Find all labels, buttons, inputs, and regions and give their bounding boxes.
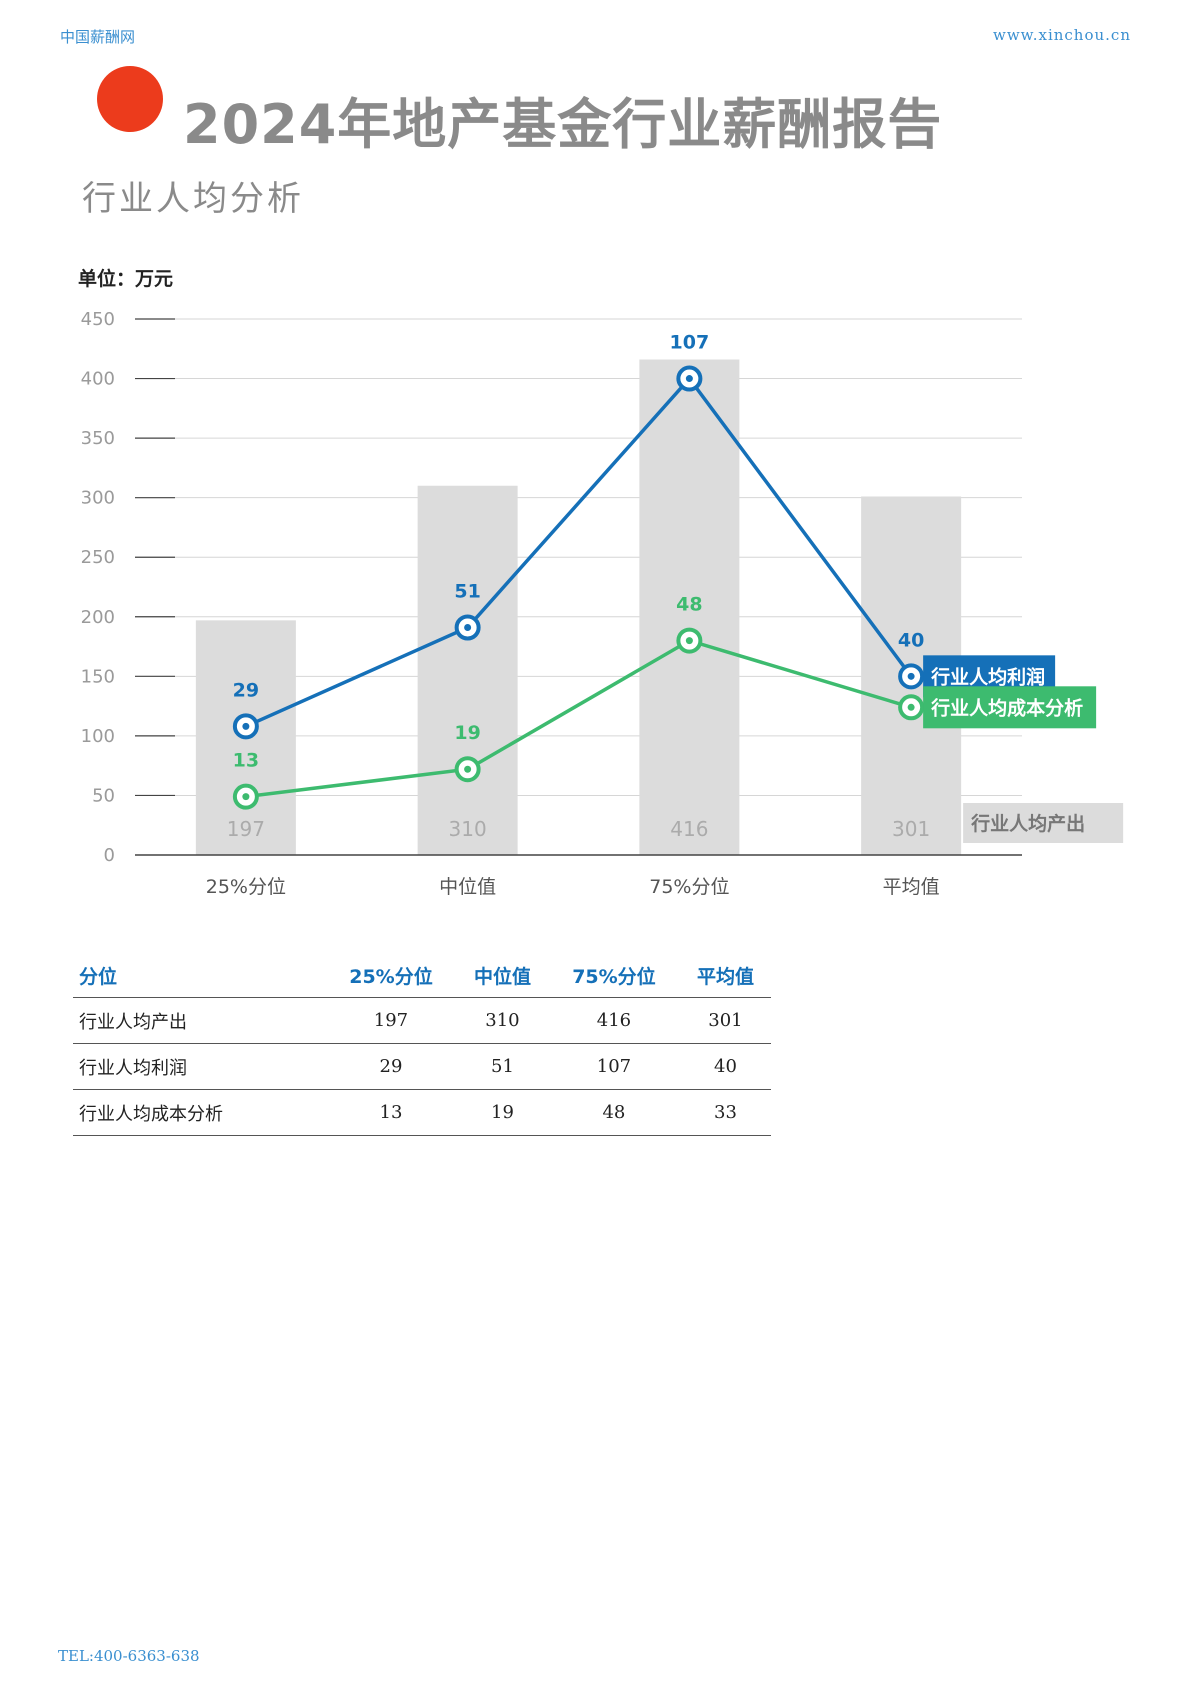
series-line (245, 638, 912, 799)
table-header: 75%分位 (547, 953, 680, 998)
table-cell: 行业人均产出 (73, 997, 325, 1044)
bar (417, 485, 518, 855)
bar-value-label: 310 (449, 817, 487, 841)
series-point-center (685, 375, 693, 383)
y-tick-label: 100 (81, 726, 115, 747)
table-row: 行业人均成本分析 13 19 48 33 (73, 1089, 771, 1136)
legend-label: 行业人均产出 (970, 812, 1085, 835)
table-cell: 48 (547, 1089, 680, 1136)
series-point-center (464, 765, 472, 773)
bar (639, 359, 740, 855)
table-cell: 107 (547, 1043, 680, 1090)
data-table: 分位 25%分位 中位值 75%分位 平均值 行业人均产出 197 310 41… (73, 953, 771, 1136)
table-cell: 416 (547, 997, 680, 1044)
x-tick-label: 中位值 (439, 876, 496, 898)
legend-label: 行业人均成本分析 (930, 696, 1083, 719)
series-point-center (242, 793, 250, 801)
table-cell: 19 (456, 1089, 548, 1136)
site-name: 中国薪酬网 (60, 28, 136, 46)
y-tick-label: 50 (92, 785, 115, 806)
table-row: 行业人均产出 197 310 416 301 (73, 997, 771, 1044)
data-label: 29 (233, 679, 259, 701)
x-tick-label: 平均值 (883, 876, 940, 898)
table-cell: 33 (679, 1089, 771, 1136)
x-tick-label: 25%分位 (206, 876, 286, 898)
section-subtitle: 行业人均分析 (82, 179, 304, 219)
table-cell: 197 (325, 997, 457, 1044)
table-cell: 301 (679, 997, 771, 1044)
table-header-row: 分位 25%分位 中位值 75%分位 平均值 (73, 953, 771, 998)
y-tick-label: 400 (81, 369, 115, 390)
unit-label: 单位：万元 (78, 268, 174, 290)
data-label: 13 (233, 750, 259, 772)
data-label: 51 (454, 580, 480, 602)
site-url[interactable]: www.xinchou.cn (992, 26, 1131, 44)
y-tick-label: 250 (81, 547, 115, 568)
table-cell: 行业人均成本分析 (73, 1089, 325, 1136)
table-cell: 40 (679, 1043, 771, 1090)
series-point-center (464, 623, 472, 631)
y-tick-label: 200 (81, 607, 115, 628)
series-point-center (242, 722, 250, 730)
table-header: 平均值 (679, 953, 771, 998)
bar-value-label: 301 (892, 817, 930, 841)
data-label: 107 (670, 332, 710, 354)
table-row: 行业人均利润 29 51 107 40 (73, 1043, 771, 1090)
table-cell: 13 (325, 1089, 457, 1136)
series-line (245, 375, 913, 728)
legend-label: 行业人均利润 (930, 665, 1045, 688)
y-tick-label: 450 (81, 309, 115, 330)
table-header: 分位 (73, 953, 325, 998)
title-dot-icon (97, 66, 163, 132)
y-tick-label: 150 (81, 666, 115, 687)
bar-value-label: 416 (670, 817, 708, 841)
series-point-center (685, 637, 693, 645)
footer-phone: TEL:400-6363-638 (58, 1647, 200, 1665)
y-tick-label: 350 (81, 428, 115, 449)
x-tick-label: 75%分位 (649, 876, 729, 898)
bar-value-label: 197 (227, 817, 265, 841)
combo-chart: 0 50 100 150 200 250 300 350 400 450 197 310 416 301 2… (81, 309, 1124, 898)
table-header: 25%分位 (325, 953, 457, 998)
legend-tag (963, 803, 1124, 843)
table-cell: 310 (456, 997, 548, 1044)
table-cell: 行业人均利润 (73, 1043, 325, 1090)
data-label: 48 (676, 594, 702, 616)
data-label: 19 (454, 722, 480, 744)
y-tick-label: 0 (104, 845, 115, 866)
series-point-center (907, 703, 915, 711)
series-point-center (907, 672, 915, 680)
table-header: 中位值 (456, 953, 548, 998)
table-cell: 51 (456, 1043, 548, 1090)
legend-tag (923, 686, 1097, 729)
report-title: 2024年地产基金行业薪酬报告 (183, 93, 943, 156)
y-tick-label: 300 (81, 488, 115, 509)
data-label: 40 (898, 629, 924, 651)
table-cell: 29 (325, 1043, 457, 1090)
